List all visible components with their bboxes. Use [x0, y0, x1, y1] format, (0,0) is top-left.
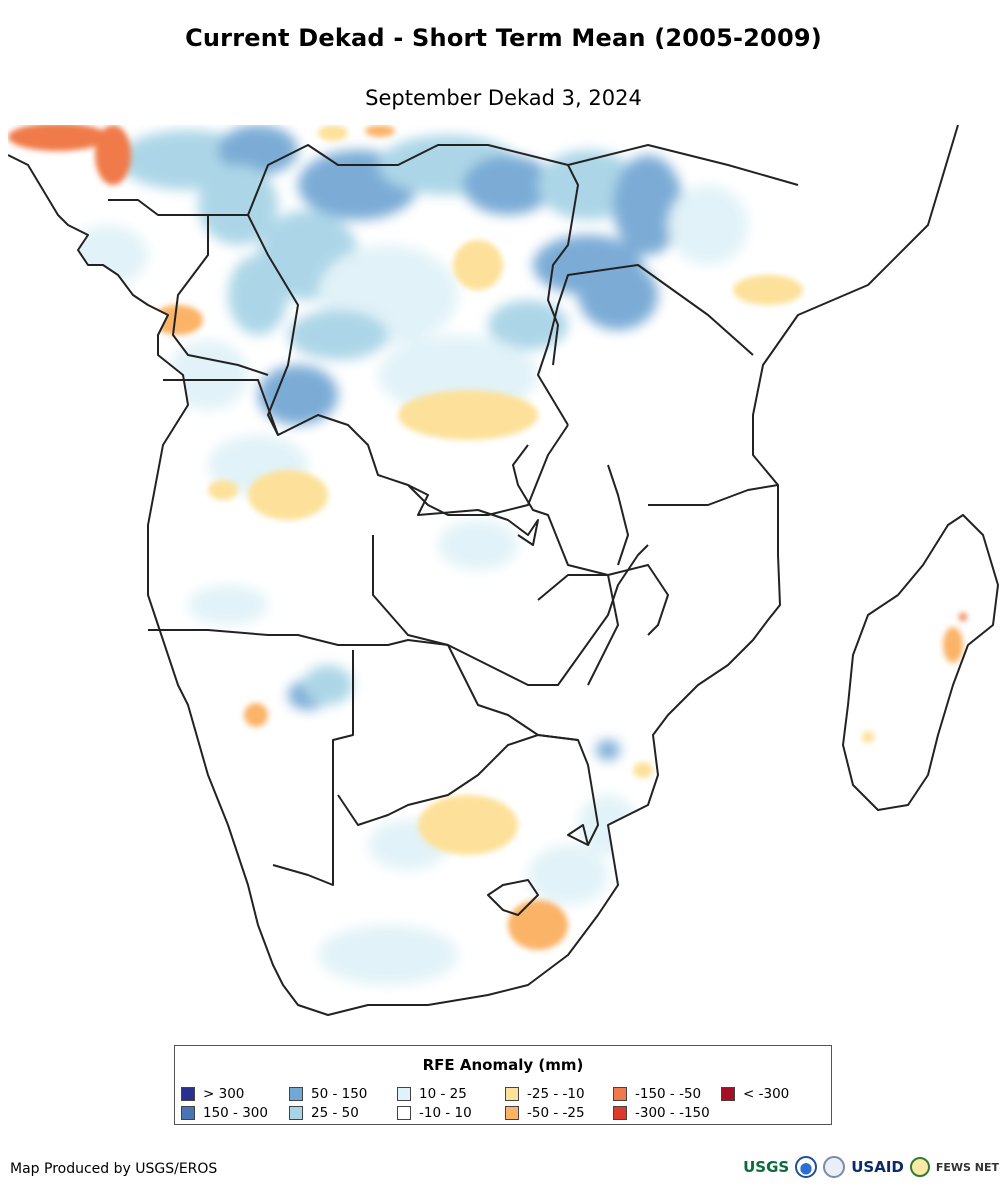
- legend-label: -50 - -25: [527, 1104, 585, 1121]
- legend-swatch: [505, 1086, 519, 1101]
- map-subtitle: September Dekad 3, 2024: [365, 86, 642, 110]
- globe-icon: [909, 1157, 930, 1177]
- credit-text: Map Produced by USGS/EROS: [10, 1161, 218, 1177]
- legend-item-neg150-neg50: -150 - -50: [613, 1084, 721, 1103]
- legend-title: RFE Anomaly (mm): [422, 1056, 584, 1074]
- noaa-seal-icon: [795, 1156, 818, 1178]
- legend-label: 150 - 300: [203, 1104, 268, 1121]
- legend-label: < -300: [743, 1085, 790, 1102]
- legend-item-50-150: 50 - 150: [289, 1084, 397, 1103]
- anomaly-map: [8, 125, 999, 1016]
- legend: RFE Anomaly (mm) > 300 50 - 150 10 - 25 …: [174, 1045, 832, 1125]
- usgs-logo: USGS: [743, 1158, 790, 1176]
- legend-swatch: [181, 1105, 195, 1120]
- legend-label: -150 - -50: [635, 1085, 702, 1102]
- legend-label: 10 - 25: [419, 1085, 467, 1102]
- legend-grid: > 300 50 - 150 10 - 25 -25 - -10 -150 - …: [181, 1084, 829, 1122]
- legend-swatch: [613, 1086, 627, 1101]
- legend-swatch: [505, 1105, 519, 1120]
- legend-label: 50 - 150: [311, 1085, 368, 1102]
- legend-item-gt300: > 300: [181, 1084, 289, 1103]
- legend-label: 25 - 50: [311, 1104, 359, 1121]
- legend-swatch: [181, 1086, 195, 1101]
- legend-swatch: [397, 1086, 411, 1101]
- legend-swatch: [721, 1086, 735, 1101]
- map-title: Current Dekad - Short Term Mean (2005-20…: [185, 24, 822, 52]
- legend-label: -25 - -10: [527, 1085, 585, 1102]
- usaid-logo: USAID: [851, 1158, 904, 1176]
- fewsnet-logo: FEWS NET: [935, 1160, 999, 1174]
- legend-swatch: [397, 1105, 411, 1120]
- legend-item-neg25-neg10: -25 - -10: [505, 1084, 613, 1103]
- agency-logos: USGS USAID FEWS NET: [743, 1156, 999, 1178]
- usda-seal-icon: [823, 1156, 846, 1178]
- legend-swatch: [289, 1105, 303, 1120]
- legend-item-25-50: 25 - 50: [289, 1103, 397, 1122]
- legend-item-150-300: 150 - 300: [181, 1103, 289, 1122]
- legend-item-lt-neg300: < -300: [721, 1084, 829, 1103]
- legend-item-neg10-10: -10 - 10: [397, 1103, 505, 1122]
- legend-item-10-25: 10 - 25: [397, 1084, 505, 1103]
- legend-label: > 300: [203, 1085, 245, 1102]
- legend-swatch: [613, 1105, 627, 1120]
- legend-swatch: [289, 1086, 303, 1101]
- legend-label: -10 - 10: [419, 1104, 472, 1121]
- legend-item-neg50-neg25: -50 - -25: [505, 1103, 613, 1122]
- legend-label: -300 - -150: [635, 1104, 710, 1121]
- legend-item-neg300-neg150: -300 - -150: [613, 1103, 721, 1122]
